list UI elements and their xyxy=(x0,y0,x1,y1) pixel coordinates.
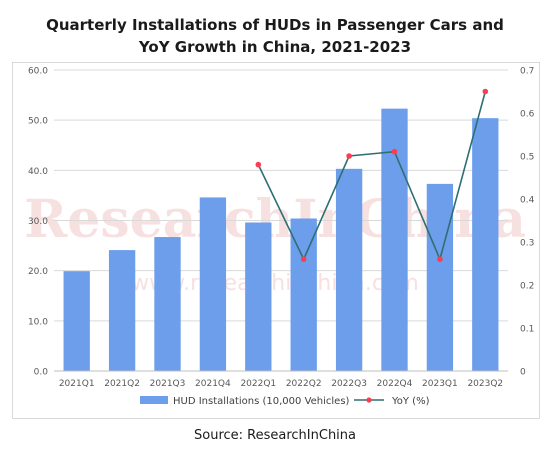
y-left-tick-label: 10.0 xyxy=(28,317,48,327)
x-tick-label: 2021Q1 xyxy=(59,379,95,389)
y-left-tick-label: 40.0 xyxy=(28,167,48,177)
bar xyxy=(199,197,227,371)
x-tick-label: 2021Q2 xyxy=(104,379,140,389)
y-right-tick-label: 0.2 xyxy=(520,282,534,292)
yoy-point xyxy=(300,256,307,262)
x-tick-label: 2021Q4 xyxy=(195,379,231,389)
x-tick-label: 2022Q3 xyxy=(331,379,367,389)
legend-bar-swatch xyxy=(140,396,168,404)
x-tick-label: 2021Q3 xyxy=(150,379,186,389)
bar xyxy=(154,237,181,371)
bar xyxy=(63,271,90,371)
y-left-tick-label: 30.0 xyxy=(28,217,48,227)
y-right-tick-label: 0.6 xyxy=(520,110,535,120)
y-left-tick-label: 20.0 xyxy=(28,267,48,277)
y-left-tick-label: 50.0 xyxy=(28,117,48,127)
legend-bar-label: HUD Installations (10,000 Vehicles) xyxy=(173,396,350,407)
x-tick-label: 2022Q1 xyxy=(240,379,276,389)
legend-line-label: YoY (%) xyxy=(391,396,430,407)
y-right-tick-label: 0.4 xyxy=(520,196,535,206)
y-left-tick-label: 0.0 xyxy=(34,368,49,378)
y-right-tick-label: 0.1 xyxy=(520,325,534,335)
source-note: Source: ResearchInChina xyxy=(194,428,356,443)
bar xyxy=(108,250,136,371)
bar xyxy=(245,222,272,371)
yoy-point xyxy=(482,88,489,95)
bar xyxy=(426,183,454,371)
bar xyxy=(290,218,317,371)
legend-line-marker xyxy=(366,397,372,403)
x-tick-label: 2022Q2 xyxy=(286,379,322,389)
yoy-point xyxy=(391,148,398,155)
y-left-tick-label: 60.0 xyxy=(28,67,48,77)
legend: HUD Installations (10,000 Vehicles) YoY … xyxy=(140,396,430,407)
y-right-tick-label: 0.3 xyxy=(520,239,534,249)
yoy-line xyxy=(257,91,487,262)
chart-title-line-1: Quarterly Installations of HUDs in Passe… xyxy=(46,16,504,34)
line-series xyxy=(255,88,489,262)
bar xyxy=(335,168,363,371)
yoy-point xyxy=(437,256,443,262)
y-right-tick-label: 0 xyxy=(520,368,526,378)
chart-plot: ResearchInChina www.researchinchina.com … xyxy=(24,67,535,408)
y-right-tick-label: 0.5 xyxy=(520,153,534,163)
bar-series xyxy=(63,108,499,372)
axes: 0.0 10.0 20.0 30.0 40.0 50.0 60.0 0 0.1 0.2 0.3 0.4… xyxy=(28,67,535,390)
chart-title-line-2: YoY Growth in China, 2021-2023 xyxy=(138,38,412,56)
bar xyxy=(472,118,499,371)
yoy-point xyxy=(346,153,352,159)
y-right-tick-label: 0.7 xyxy=(520,67,534,77)
chart-title: Quarterly Installations of HUDs in Passe… xyxy=(0,14,550,58)
x-tick-label: 2023Q2 xyxy=(467,379,503,389)
bar xyxy=(381,108,408,372)
yoy-point xyxy=(255,161,262,168)
x-tick-label: 2022Q4 xyxy=(377,379,413,389)
x-tick-label: 2023Q1 xyxy=(422,379,458,389)
